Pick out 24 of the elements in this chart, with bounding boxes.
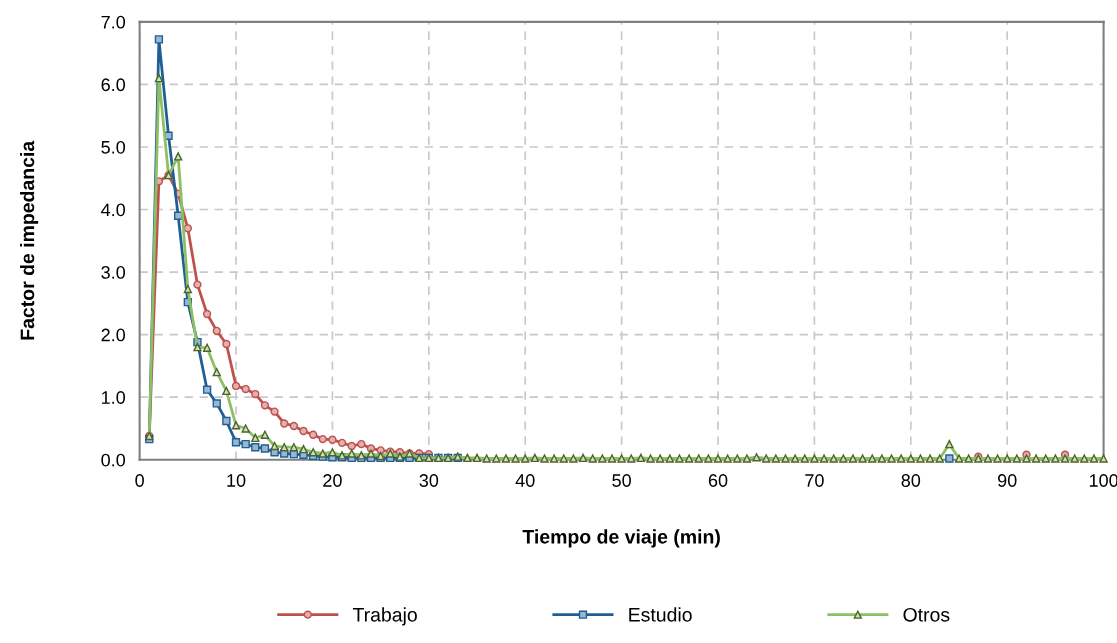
legend-label: Trabajo [352, 607, 417, 626]
x-tick-label: 30 [419, 474, 439, 487]
y-tick-label: 7.0 [101, 15, 126, 29]
y-tick-label: 0.0 [101, 453, 126, 467]
y-tick-label: 3.0 [101, 266, 126, 279]
y-tick-label: 5.0 [101, 140, 126, 154]
y-tick-label: 6.0 [101, 78, 126, 92]
x-tick-label: 70 [805, 474, 824, 487]
x-tick-label: 60 [708, 474, 728, 487]
x-tick-label: 40 [515, 474, 535, 487]
x-tick-label: 20 [323, 474, 342, 487]
y-axis-title: Factor de impedancia [20, 140, 39, 340]
x-tick-label: 90 [998, 474, 1017, 487]
x-axis-title: Tiempo de viaje (min) [522, 529, 720, 548]
x-tick-label: 10 [227, 474, 246, 487]
y-tick-label: 1.0 [102, 391, 126, 404]
legend-label: Otros [903, 607, 950, 622]
x-tick-label: 100 [1089, 474, 1117, 487]
y-tick-label: 4.0 [101, 203, 126, 217]
x-tick-label: 50 [612, 474, 631, 487]
x-tick-label: 0 [135, 474, 144, 487]
y-tick-label: 2.0 [101, 328, 126, 342]
x-tick-label: 80 [901, 474, 921, 487]
legend-label: Estudio [629, 607, 692, 622]
